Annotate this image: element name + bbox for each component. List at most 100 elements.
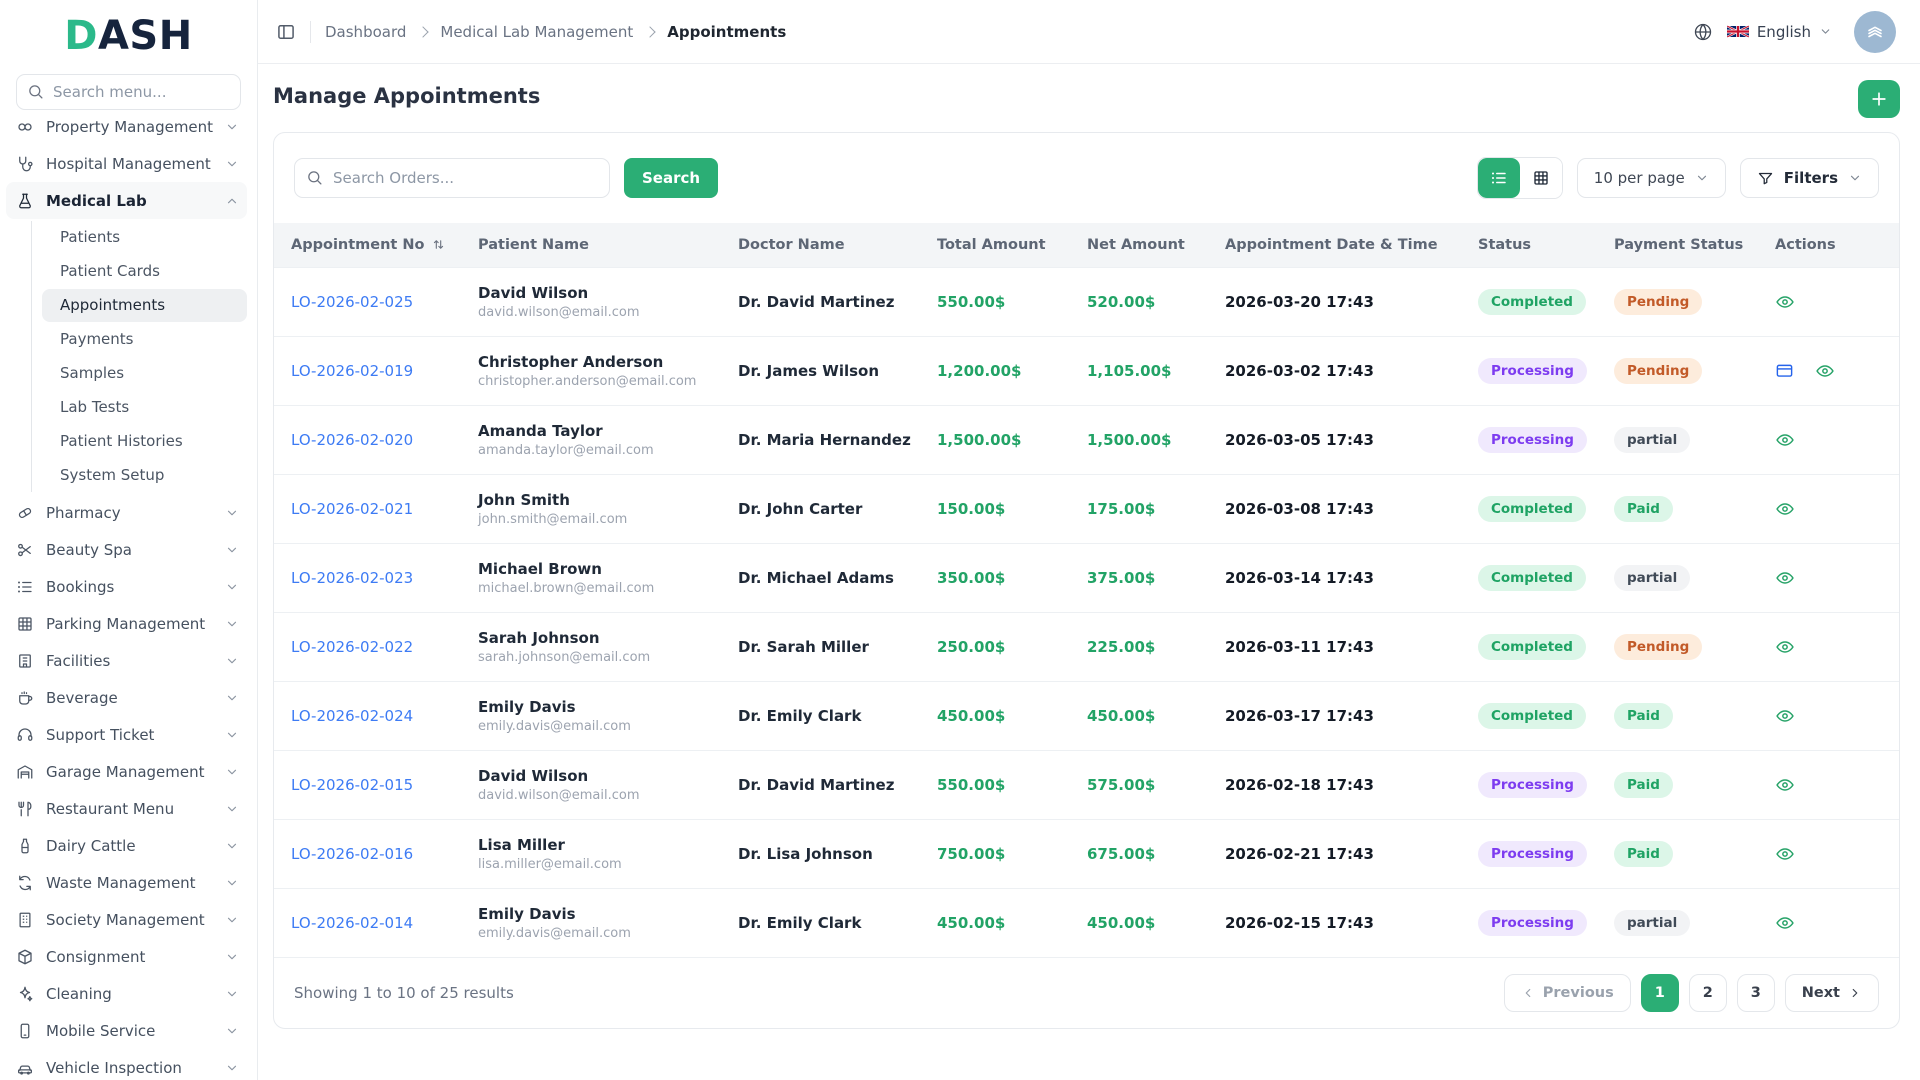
view-button[interactable]: [1815, 361, 1835, 381]
search-button[interactable]: Search: [624, 158, 719, 198]
sidebar-item-label: Facilities: [46, 651, 111, 670]
language-selector[interactable]: English: [1726, 23, 1832, 41]
sidebar-item[interactable]: Bookings: [6, 568, 247, 605]
view-button[interactable]: [1775, 637, 1795, 657]
view-button[interactable]: [1775, 568, 1795, 588]
appointment-datetime: 2026-03-20 17:43: [1225, 292, 1374, 311]
patient-email: michael.brown@email.com: [478, 580, 655, 596]
view-button[interactable]: [1775, 706, 1795, 726]
sidebar-item[interactable]: Parking Management: [6, 605, 247, 642]
sidebar-item[interactable]: Beverage: [6, 679, 247, 716]
sidebar-item[interactable]: Garage Management: [6, 753, 247, 790]
view-button[interactable]: [1775, 499, 1795, 519]
appointment-link[interactable]: LO-2026-02-025: [291, 292, 414, 311]
sidebar-subitem[interactable]: Patients: [60, 228, 121, 246]
add-appointment-button[interactable]: [1858, 80, 1900, 118]
society-icon: [16, 911, 34, 929]
sidebar-item-label: Beauty Spa: [46, 540, 132, 559]
chevron-down-icon: [225, 765, 239, 779]
view-button[interactable]: [1775, 430, 1795, 450]
appointment-link[interactable]: LO-2026-02-016: [291, 844, 414, 863]
sidebar-item[interactable]: Waste Management: [6, 864, 247, 901]
sidebar-search-input[interactable]: [16, 74, 241, 110]
grid-view-button[interactable]: [1519, 158, 1562, 198]
patient-name: Amanda Taylor: [478, 421, 603, 440]
sidebar-item[interactable]: Consignment: [6, 938, 247, 975]
payment-status-badge: partial: [1614, 426, 1691, 453]
chevron-down-icon: [225, 728, 239, 742]
patient-name: Emily Davis: [478, 904, 576, 923]
sidebar-item[interactable]: Dairy Cattle: [6, 827, 247, 864]
payment-status-badge: Paid: [1614, 840, 1673, 867]
view-button[interactable]: [1775, 292, 1795, 312]
per-page-select[interactable]: 10 per page: [1576, 158, 1726, 198]
appointment-link[interactable]: LO-2026-02-020: [291, 430, 414, 449]
appointment-datetime: 2026-02-21 17:43: [1225, 844, 1374, 863]
table-footer: Showing 1 to 10 of 25 results Previous 1…: [274, 957, 1899, 1028]
appointment-link[interactable]: LO-2026-02-022: [291, 637, 414, 656]
sidebar-item[interactable]: Restaurant Menu: [6, 790, 247, 827]
appointment-link[interactable]: LO-2026-02-015: [291, 775, 414, 794]
next-page-button[interactable]: Next: [1784, 974, 1879, 1012]
appointment-link[interactable]: LO-2026-02-023: [291, 568, 414, 587]
appointment-link[interactable]: LO-2026-02-021: [291, 499, 414, 518]
avatar[interactable]: [1854, 10, 1896, 53]
sidebar-subitem[interactable]: Samples: [60, 364, 125, 382]
top-bar: Dashboard Medical Lab Management Appointme…: [258, 0, 1920, 64]
sidebar-toggle-button[interactable]: [276, 22, 296, 42]
view-button[interactable]: [1775, 913, 1795, 933]
orders-search: [294, 158, 610, 198]
sidebar-item[interactable]: Beauty Spa: [6, 531, 247, 568]
sidebar-item[interactable]: Facilities: [6, 642, 247, 679]
sidebar-item[interactable]: Support Ticket: [6, 716, 247, 753]
sidebar-item[interactable]: Mobile Service: [6, 1012, 247, 1049]
vehicle-icon: [16, 1059, 34, 1077]
sidebar-subitem[interactable]: Patient Histories: [60, 432, 183, 450]
sidebar-subitem[interactable]: Patient Cards: [60, 262, 160, 280]
sidebar-item[interactable]: Hospital Management: [6, 145, 247, 182]
page-button[interactable]: 2: [1688, 974, 1727, 1012]
pay-button[interactable]: [1775, 361, 1794, 380]
previous-page-button[interactable]: Previous: [1503, 974, 1631, 1012]
sidebar-item-medical-lab[interactable]: Medical Lab: [6, 182, 247, 219]
table-row: LO-2026-02-016 Lisa Miller lisa.miller@e…: [274, 819, 1899, 888]
sidebar-item[interactable]: Cleaning: [6, 975, 247, 1012]
breadcrumb-item[interactable]: Appointments: [667, 22, 787, 41]
status-badge: Completed: [1478, 495, 1586, 522]
sidebar-subitem[interactable]: Appointments: [42, 289, 247, 322]
globe-icon[interactable]: [1693, 22, 1713, 42]
view-button[interactable]: [1775, 775, 1795, 795]
appointment-datetime: 2026-02-15 17:43: [1225, 913, 1374, 932]
sidebar-item-label: Support Ticket: [46, 725, 155, 744]
appointment-datetime: 2026-03-17 17:43: [1225, 706, 1374, 725]
sidebar-item[interactable]: Vehicle Inspection: [6, 1049, 247, 1080]
sidebar-item-label: Dairy Cattle: [46, 836, 136, 855]
sidebar-item[interactable]: Property Management: [6, 120, 247, 145]
beverage-icon: [16, 689, 34, 707]
breadcrumb-item[interactable]: Dashboard: [325, 23, 440, 41]
status-badge: Processing: [1478, 771, 1587, 798]
appointment-link[interactable]: LO-2026-02-019: [291, 361, 414, 380]
list-view-button[interactable]: [1477, 158, 1520, 198]
sidebar-subitem[interactable]: Lab Tests: [60, 398, 130, 416]
orders-search-input[interactable]: [294, 158, 610, 198]
net-amount: 1,105.00$: [1087, 361, 1172, 380]
total-amount: 550.00$: [937, 292, 1006, 311]
restaurant-icon: [16, 800, 34, 818]
sort-appointment-no[interactable]: Appointment No: [291, 237, 446, 253]
page-button[interactable]: 1: [1640, 974, 1679, 1012]
chevron-down-icon: [225, 950, 239, 964]
sidebar-subitem[interactable]: System Setup: [60, 466, 165, 484]
page-button[interactable]: 3: [1736, 974, 1775, 1012]
view-button[interactable]: [1775, 844, 1795, 864]
sidebar-item[interactable]: Society Management: [6, 901, 247, 938]
breadcrumb-item[interactable]: Medical Lab Management: [440, 23, 667, 41]
sidebar: DASH Property Management Hospital Manage…: [0, 0, 258, 1080]
patient-name: Emily Davis: [478, 697, 576, 716]
appointment-link[interactable]: LO-2026-02-024: [291, 706, 414, 725]
appointment-link[interactable]: LO-2026-02-014: [291, 913, 414, 932]
sidebar-subitem[interactable]: Payments: [60, 330, 134, 348]
sidebar-item[interactable]: Pharmacy: [6, 494, 247, 531]
filters-button[interactable]: Filters: [1739, 158, 1879, 198]
